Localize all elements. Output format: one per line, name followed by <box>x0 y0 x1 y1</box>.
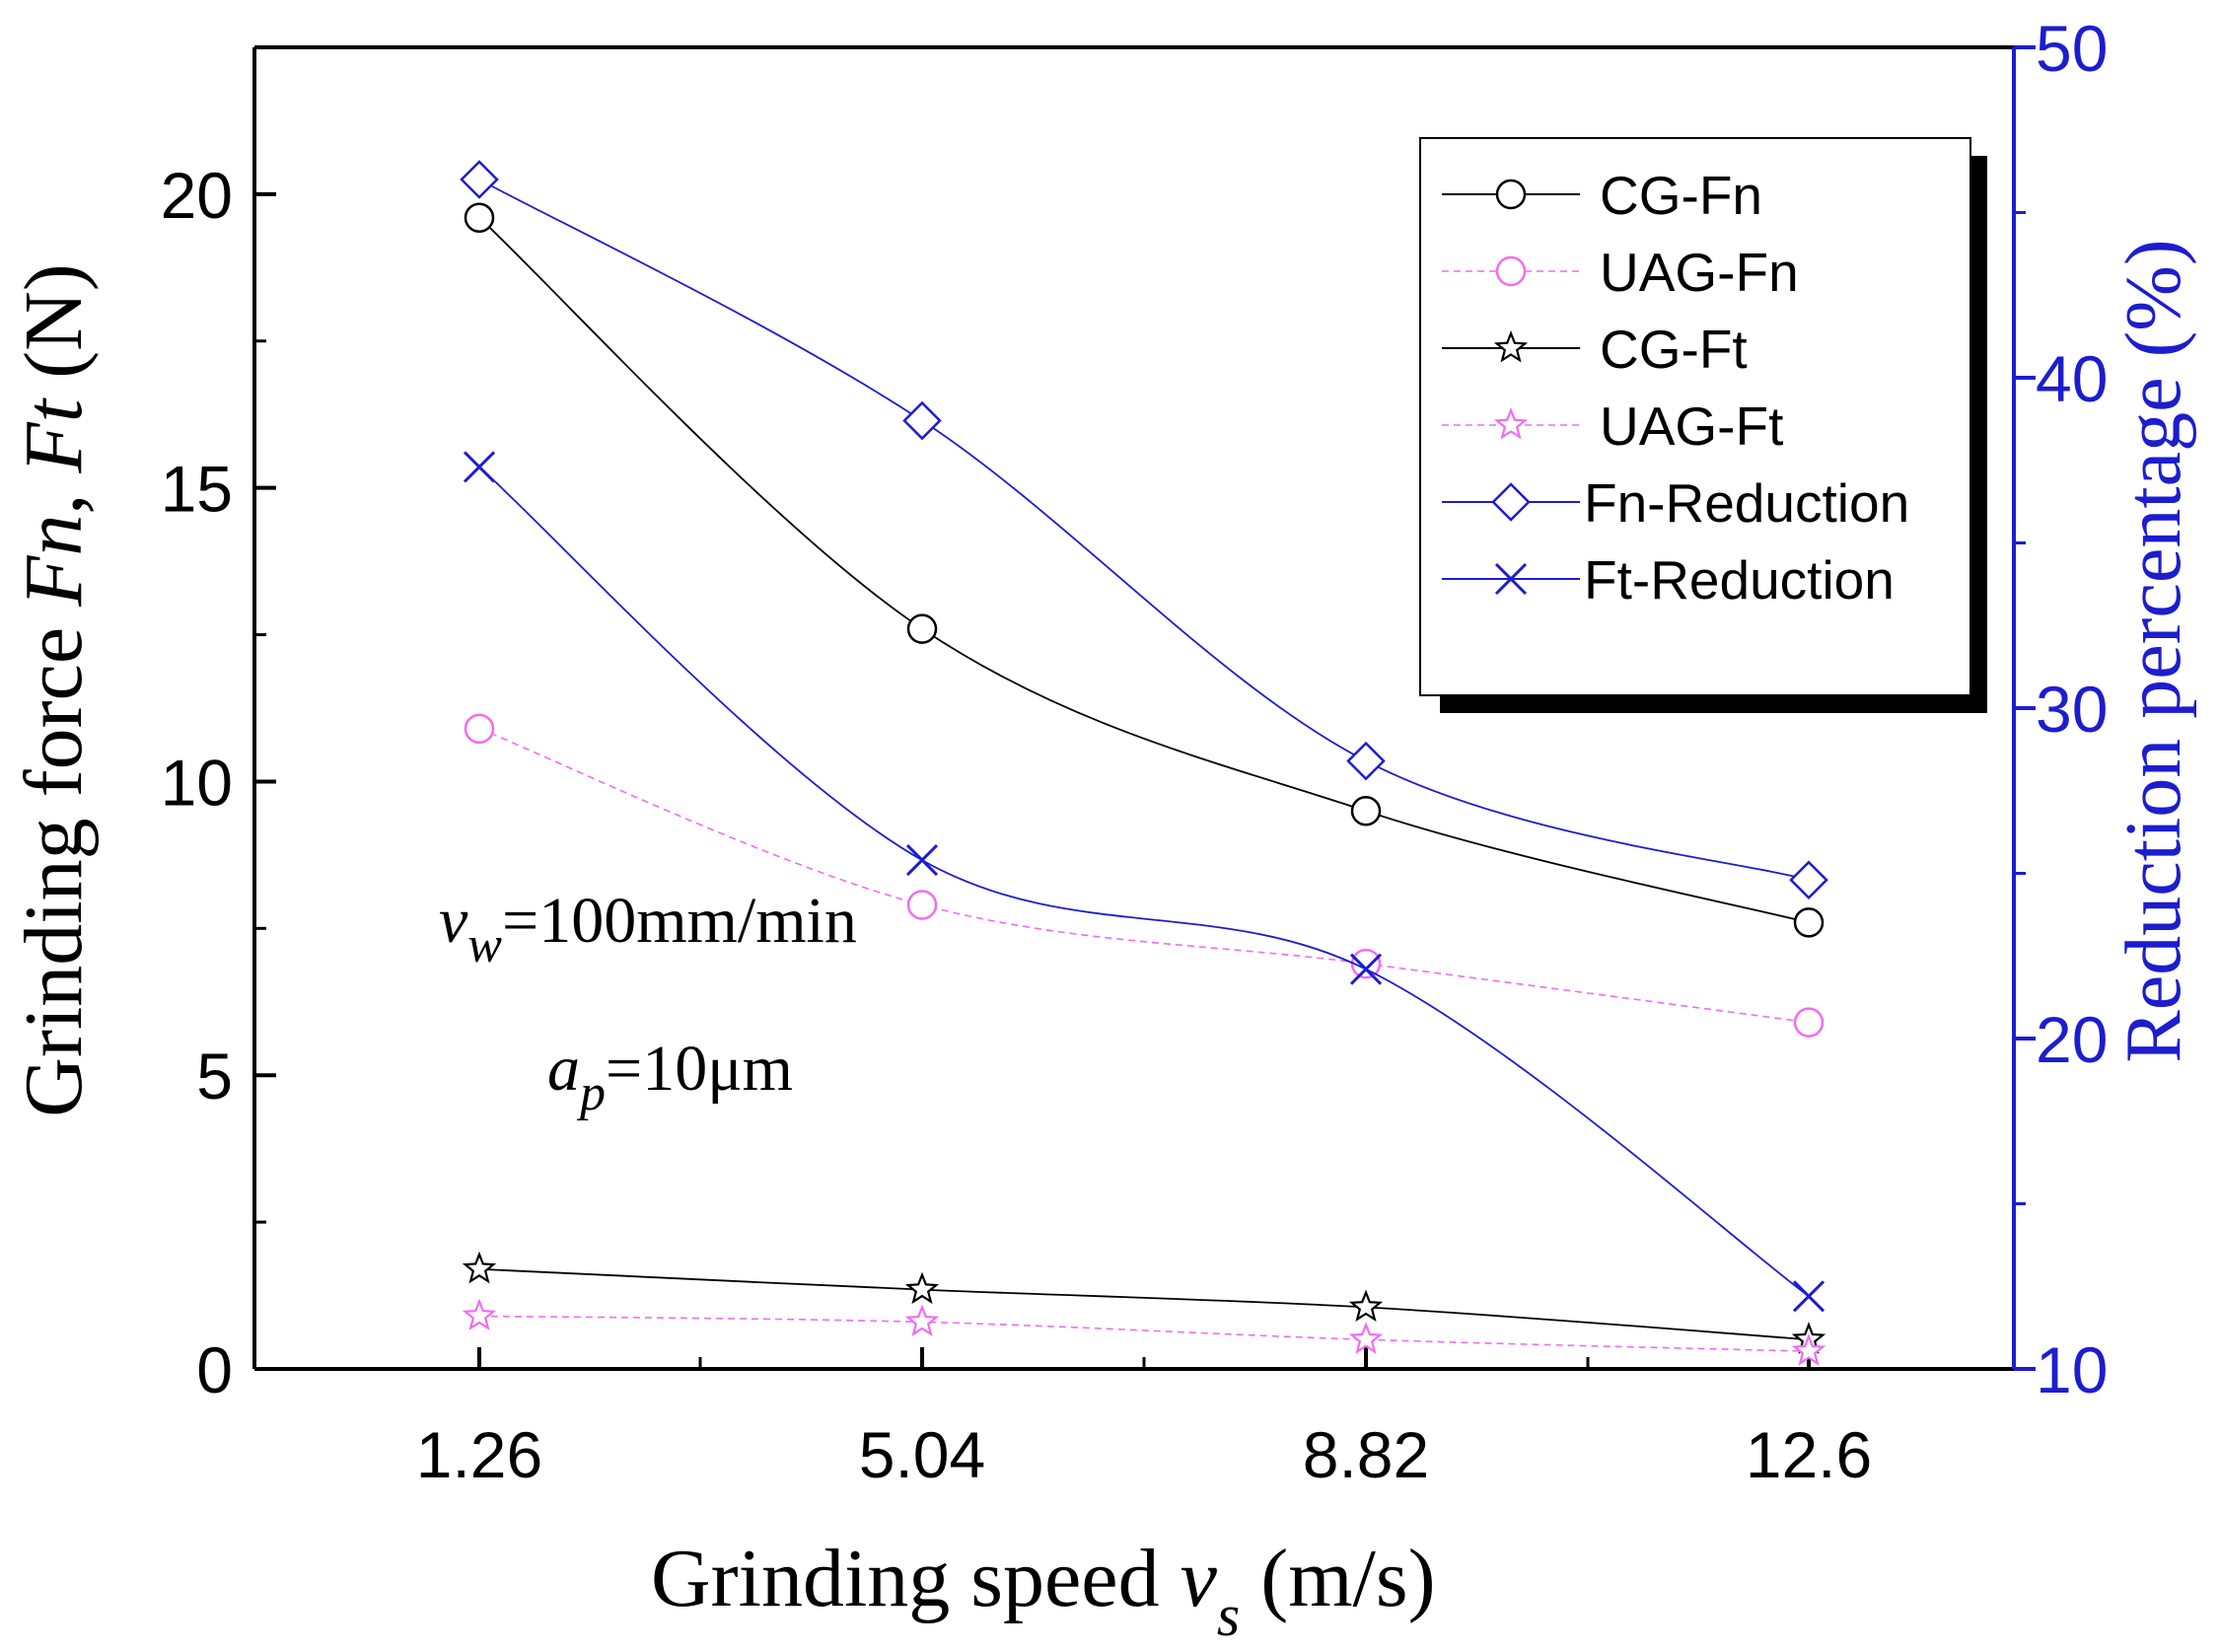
y2-tick-label: 30 <box>2036 673 2108 746</box>
y-tick-label: 0 <box>196 1333 233 1406</box>
data-point-cg-fn <box>1350 795 1382 826</box>
y2-tick-label: 40 <box>2036 342 2108 415</box>
data-point-cg-fn <box>906 613 938 644</box>
legend-item-fn-reduction: Fn-Reduction <box>1442 472 1909 534</box>
y2-tick-label: 20 <box>2036 1003 2108 1076</box>
x-marker-stroke <box>1494 562 1528 596</box>
legend-label: UAG-Ft <box>1600 395 1783 457</box>
legend-label: CG-Fn <box>1600 165 1762 226</box>
data-point-fn-reduction <box>1789 860 1828 899</box>
legend: CG-Fn UAG-Fn CG-Ft UAG-Ft Fn-Reduction Ft-Red… <box>1419 137 1987 713</box>
legend-label: Ft-Reduction <box>1584 549 1895 611</box>
legend-marker <box>1493 329 1529 363</box>
legend-item-cg-fn: CG-Fn <box>1442 165 1762 226</box>
legend-label: UAG-Fn <box>1600 242 1799 303</box>
y-tick-label: 20 <box>161 159 233 232</box>
series-ft-reduction <box>463 451 1826 1313</box>
legend-item-ft-reduction: Ft-Reduction <box>1442 549 1895 611</box>
x-marker-stroke <box>1349 953 1383 985</box>
legend-item-uag-ft: UAG-Ft <box>1442 395 1783 457</box>
data-point-cg-fn <box>1793 907 1825 938</box>
data-point-ft-reduction <box>1792 1280 1826 1313</box>
data-point-cg-ft <box>462 1251 497 1284</box>
x-tick-label: 8.82 <box>1303 1418 1429 1491</box>
series-uag-fn <box>464 713 1825 1038</box>
legend-label: Fn-Reduction <box>1584 472 1909 534</box>
ticks: 1.26 5.04 8.82 12.6 0 5 10 15 20 10 20 30 40 50 <box>161 12 2109 1491</box>
x-tick-label: 1.26 <box>416 1418 542 1491</box>
series-uag-ft <box>462 1298 1826 1366</box>
legend-marker <box>1495 255 1527 287</box>
data-point-cg-ft <box>1348 1289 1384 1323</box>
series-fn-reduction <box>460 160 1828 899</box>
x-marker-stroke <box>463 451 496 483</box>
data-point-uag-ft <box>904 1304 940 1336</box>
data-point-cg-ft <box>904 1271 940 1305</box>
x-tick-label: 5.04 <box>859 1418 985 1491</box>
x-marker-stroke <box>905 844 939 877</box>
series-cg-ft <box>462 1251 1826 1354</box>
series-line-cg-ft <box>478 1267 1810 1341</box>
data-point-uag-fn <box>1793 1007 1825 1038</box>
data-point-fn-reduction <box>1346 741 1386 781</box>
series-line-uag-ft <box>478 1315 1810 1352</box>
legend-marker <box>1491 482 1531 522</box>
y2-tick-label: 50 <box>2036 12 2108 85</box>
legend-item-uag-fn: UAG-Fn <box>1442 242 1799 303</box>
x-marker-stroke <box>1792 1280 1826 1313</box>
y-tick-label: 15 <box>161 453 233 526</box>
annotation-vw: vw=100mm/min <box>439 885 857 973</box>
data-point-uag-fn <box>906 890 938 920</box>
legend-marker <box>1495 179 1527 210</box>
data-point-uag-ft <box>1791 1333 1826 1366</box>
y-axis-title: Grinding force Fn, Ft (N) <box>8 263 100 1116</box>
legend-label: CG-Ft <box>1600 319 1748 380</box>
data-point-fn-reduction <box>902 400 942 441</box>
y2-axis-title: Reduction percentage (%) <box>2111 239 2197 1062</box>
data-point-cg-fn <box>464 202 495 233</box>
legend-marker <box>1494 562 1528 596</box>
y-tick-label: 10 <box>161 746 233 819</box>
data-point-ft-reduction <box>1349 953 1383 985</box>
series-line-uag-fn <box>478 728 1810 1024</box>
data-point-uag-fn <box>464 713 495 745</box>
series-line-ft-reduction <box>478 466 1810 1298</box>
y-tick-label: 5 <box>196 1040 233 1113</box>
y2-tick-label: 10 <box>2036 1333 2108 1406</box>
series-line-fn-reduction <box>478 179 1810 882</box>
x-axis-title: Grinding speed vs (m/s) <box>651 1533 1436 1648</box>
series-line-cg-fn <box>478 217 1810 924</box>
data-point-uag-ft <box>462 1298 497 1330</box>
data-point-ft-reduction <box>905 844 939 877</box>
x-tick-label: 12.6 <box>1746 1418 1872 1491</box>
legend-item-cg-ft: CG-Ft <box>1442 319 1748 380</box>
data-point-uag-ft <box>1348 1322 1384 1354</box>
data-point-fn-reduction <box>460 160 499 199</box>
legend-items: CG-Fn UAG-Fn CG-Ft UAG-Ft Fn-Reduction Ft-Red… <box>1442 165 1909 611</box>
data-point-ft-reduction <box>463 451 496 483</box>
series-layer <box>460 160 1828 1366</box>
annotation-ap: ap=10μm <box>547 1033 793 1121</box>
series-cg-fn <box>464 202 1825 938</box>
legend-marker <box>1493 406 1529 440</box>
